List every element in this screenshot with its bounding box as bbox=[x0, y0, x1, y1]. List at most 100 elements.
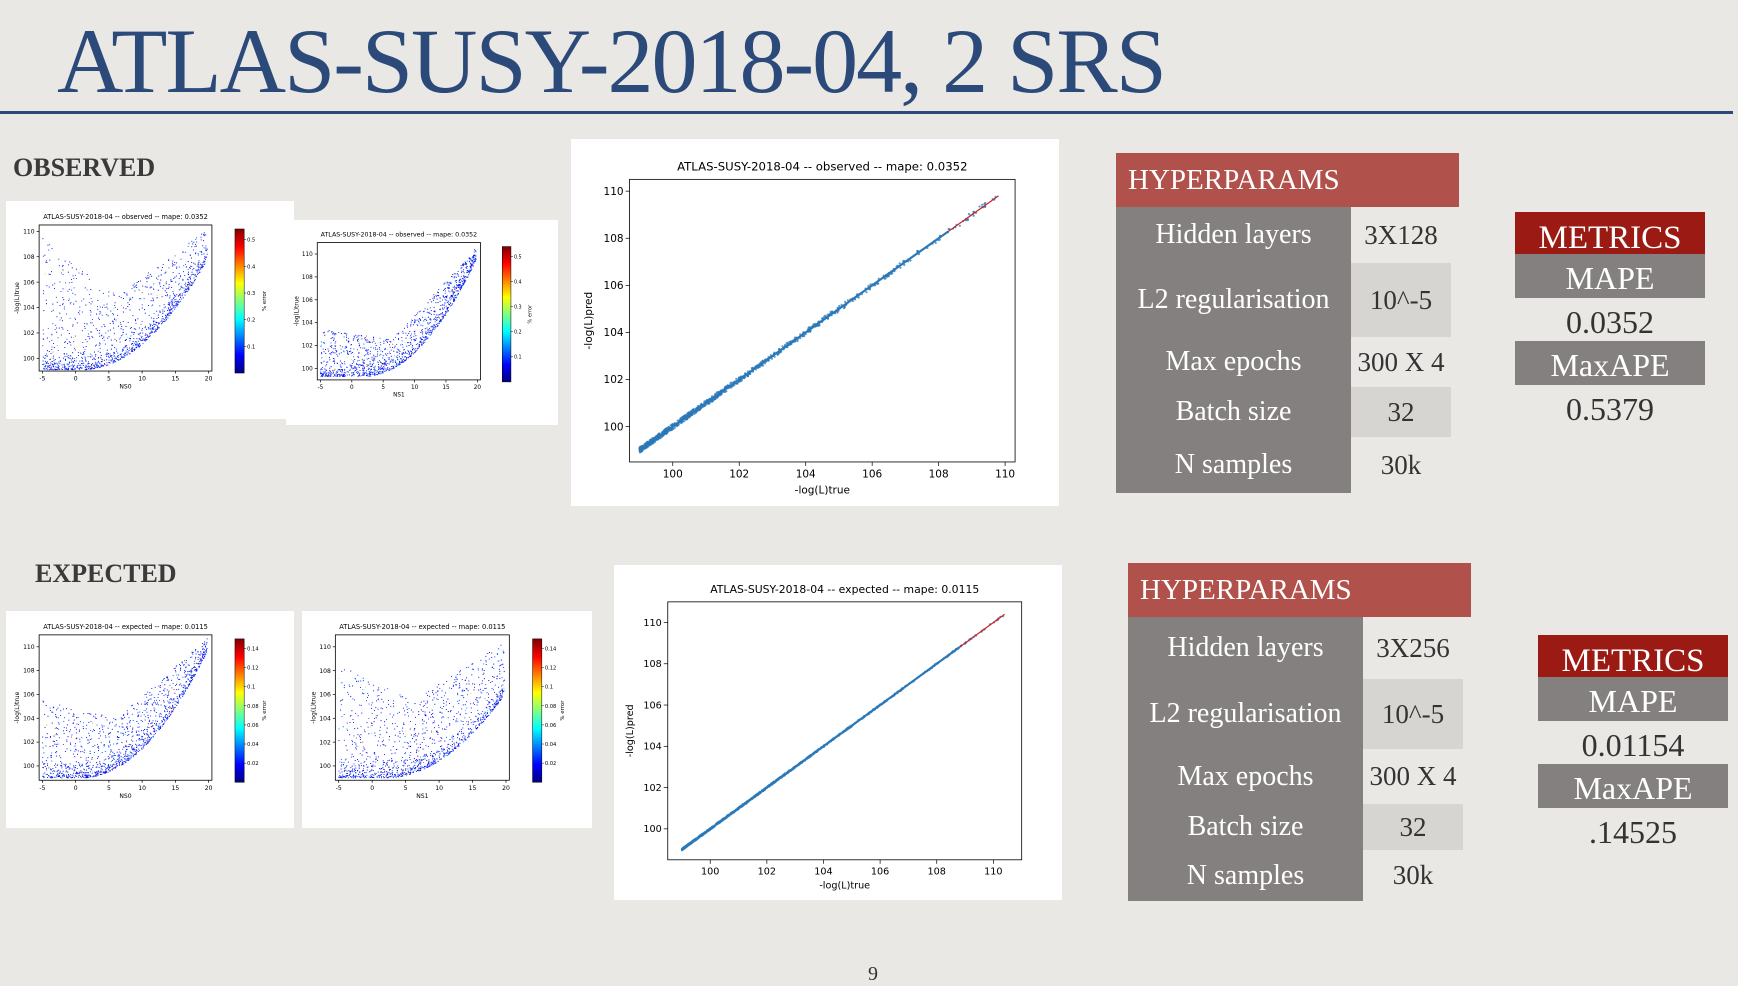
data-point bbox=[138, 735, 139, 736]
data-point bbox=[99, 761, 100, 762]
data-point bbox=[129, 744, 130, 745]
data-point bbox=[117, 309, 118, 310]
data-point bbox=[141, 739, 142, 740]
data-point bbox=[97, 764, 98, 765]
data-point bbox=[67, 724, 68, 725]
data-point bbox=[60, 715, 61, 716]
data-point bbox=[164, 319, 165, 320]
data-point bbox=[164, 678, 165, 679]
data-point bbox=[151, 723, 152, 724]
data-point bbox=[352, 368, 353, 369]
data-point bbox=[51, 349, 52, 350]
data-point bbox=[138, 745, 139, 746]
data-point bbox=[459, 282, 460, 283]
data-point bbox=[116, 351, 117, 352]
data-point bbox=[132, 714, 133, 715]
data-point bbox=[201, 660, 202, 661]
data-point bbox=[164, 710, 165, 711]
data-point bbox=[46, 769, 47, 770]
data-point bbox=[167, 695, 168, 696]
x-axis-label: NS0 bbox=[119, 793, 131, 800]
x-tick-label: 20 bbox=[474, 385, 482, 391]
data-point bbox=[476, 259, 477, 260]
data-point bbox=[90, 322, 91, 323]
data-point bbox=[402, 340, 403, 341]
data-point bbox=[408, 357, 409, 358]
data-point bbox=[186, 660, 187, 661]
data-point bbox=[193, 263, 194, 264]
y-axis-label: -log(L)true bbox=[14, 282, 21, 314]
data-point bbox=[176, 294, 177, 295]
data-point bbox=[175, 296, 176, 297]
data-point bbox=[380, 362, 381, 363]
data-point bbox=[135, 754, 136, 755]
data-point bbox=[121, 326, 122, 327]
data-point bbox=[426, 338, 427, 339]
data-point bbox=[468, 274, 469, 275]
data-point bbox=[142, 286, 143, 287]
data-point bbox=[50, 362, 51, 363]
data-point bbox=[126, 295, 127, 296]
data-point bbox=[340, 371, 341, 372]
data-point bbox=[71, 362, 72, 363]
data-point bbox=[159, 282, 160, 283]
data-point bbox=[72, 769, 73, 770]
data-point bbox=[80, 770, 81, 771]
data-point bbox=[103, 745, 104, 746]
data-point bbox=[118, 754, 119, 755]
data-point bbox=[189, 671, 190, 672]
data-point bbox=[89, 302, 90, 303]
data-point bbox=[158, 315, 159, 316]
data-point bbox=[201, 267, 202, 268]
data-point bbox=[114, 361, 115, 362]
data-point bbox=[71, 359, 72, 360]
data-point bbox=[204, 258, 205, 259]
data-point bbox=[175, 670, 176, 671]
data-point bbox=[130, 338, 131, 339]
data-point bbox=[123, 329, 124, 330]
data-point bbox=[97, 367, 98, 368]
data-point bbox=[60, 291, 61, 292]
data-point bbox=[417, 324, 418, 325]
data-point bbox=[162, 313, 163, 314]
data-point bbox=[113, 292, 114, 293]
data-point bbox=[95, 354, 96, 355]
data-point bbox=[82, 330, 83, 331]
data-point bbox=[57, 734, 58, 735]
data-point bbox=[377, 351, 378, 352]
data-point bbox=[132, 347, 133, 348]
data-point bbox=[428, 329, 429, 330]
data-point bbox=[57, 708, 58, 709]
data-point bbox=[50, 710, 51, 711]
colorbar bbox=[235, 639, 244, 782]
data-point bbox=[475, 261, 476, 262]
data-point bbox=[157, 279, 158, 280]
data-point bbox=[68, 364, 69, 365]
data-point bbox=[425, 339, 426, 340]
data-point bbox=[151, 737, 152, 738]
y-tick-label: 100 bbox=[23, 355, 35, 362]
data-point bbox=[46, 300, 47, 301]
data-point bbox=[159, 311, 160, 312]
data-point bbox=[460, 279, 461, 280]
data-point bbox=[42, 757, 43, 758]
data-point bbox=[463, 271, 464, 272]
data-point bbox=[169, 284, 170, 285]
data-point bbox=[411, 333, 412, 334]
data-point bbox=[466, 264, 467, 265]
data-point bbox=[107, 352, 108, 353]
data-point bbox=[90, 314, 91, 315]
data-point bbox=[179, 302, 180, 303]
data-point bbox=[125, 732, 126, 733]
metric-name: MaxAPE bbox=[1515, 341, 1705, 385]
y-tick-label: 104 bbox=[302, 321, 313, 327]
data-point bbox=[83, 713, 84, 714]
data-point bbox=[399, 364, 400, 365]
data-point bbox=[379, 349, 380, 350]
data-point bbox=[49, 286, 50, 287]
data-point bbox=[123, 307, 124, 308]
data-point bbox=[83, 298, 84, 299]
data-point bbox=[100, 771, 101, 772]
data-point bbox=[142, 308, 143, 309]
data-point bbox=[87, 289, 88, 290]
